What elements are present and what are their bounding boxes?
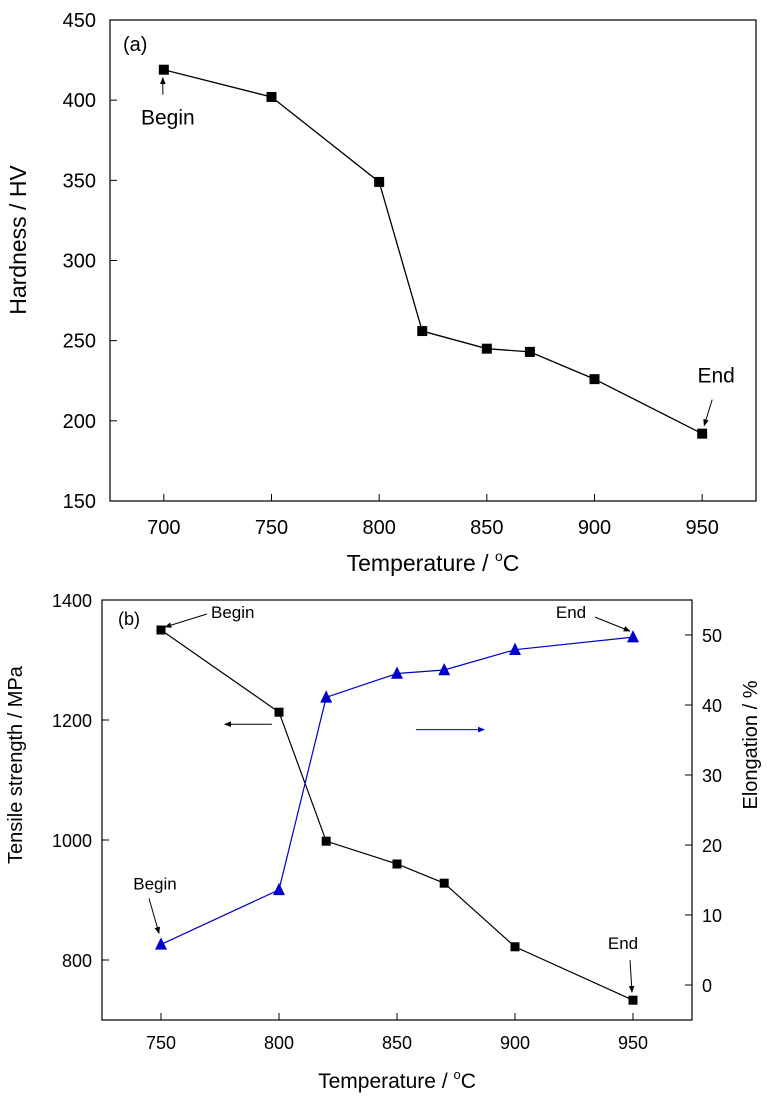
begin-label-elongation: Begin xyxy=(133,874,176,893)
x-tick-label-a: 750 xyxy=(255,517,288,539)
tensile-strength-point xyxy=(628,995,638,1005)
y-axis-label-a: Hardness / HV xyxy=(5,165,31,315)
elongation-point xyxy=(627,630,639,643)
hardness-point xyxy=(697,428,708,439)
x-tick-label-b: 750 xyxy=(146,1033,176,1053)
tensile-strength-point xyxy=(510,942,520,952)
x-tick-label-a: 900 xyxy=(578,517,611,539)
y-tick-label-left-b: 1200 xyxy=(52,711,92,731)
y-tick-label-a: 400 xyxy=(63,90,96,112)
end-arrow-tensile xyxy=(628,960,635,993)
y-tick-label-left-b: 1000 xyxy=(52,831,92,851)
hardness-point xyxy=(417,326,428,337)
hardness-series xyxy=(158,64,708,439)
tensile-strength-point xyxy=(439,878,449,888)
elongation-point xyxy=(320,690,333,703)
hardness-point xyxy=(481,343,492,354)
panel-label-a: (a) xyxy=(123,34,147,56)
hardness-point xyxy=(589,374,600,385)
y-tick-label-left-b: 800 xyxy=(62,951,92,971)
x-axis-label-b: Temperature / oC xyxy=(318,1067,476,1093)
hardness-line xyxy=(163,69,703,435)
y-tick-label-right-b: 0 xyxy=(702,976,712,996)
annotations-a: Begin End xyxy=(141,77,735,427)
begin-arrow-elongation xyxy=(148,898,160,935)
y-axis-label-left-b: Tensile strength / MPa xyxy=(5,665,27,864)
annotations-b: Begin End Begin End xyxy=(133,603,638,993)
tensile-strength-line xyxy=(160,629,634,1001)
y-tick-label-right-b: 20 xyxy=(702,836,722,856)
plot-frame-b xyxy=(101,599,693,1021)
tensile-elongation-series xyxy=(155,625,639,1005)
tensile-strength-point xyxy=(156,625,166,635)
x-tick-label-a: 700 xyxy=(147,517,180,539)
begin-label-tensile: Begin xyxy=(211,603,254,622)
end-label-elongation: End xyxy=(556,603,586,622)
y-tick-label-left-b: 1400 xyxy=(52,591,92,611)
hardness-panel: (a) 700 750 800 850 900 950 150 200 250 300 350 400… xyxy=(5,10,757,576)
hardness-point xyxy=(158,64,169,75)
x-tick-label-b: 900 xyxy=(500,1033,530,1053)
end-arrow-a xyxy=(703,399,713,427)
x-tick-label-b: 800 xyxy=(264,1033,294,1053)
hardness-point xyxy=(524,346,535,357)
tensile-strength-point xyxy=(392,859,402,869)
y-tick-label-a: 350 xyxy=(63,170,96,192)
y-tick-label-a: 150 xyxy=(63,491,96,513)
y-tick-label-right-b: 10 xyxy=(702,906,722,926)
end-label-a: End xyxy=(697,365,734,388)
tensile-elongation-panel: (b) 750 800 850 900 950 800 1000 1200 1400 0 10 20 3… xyxy=(5,591,762,1093)
begin-label-a: Begin xyxy=(141,107,195,130)
y-tick-label-a: 300 xyxy=(63,251,96,273)
x-tick-label-b: 850 xyxy=(382,1033,412,1053)
plot-frame-a xyxy=(109,19,757,502)
panel-label-b: (b) xyxy=(118,609,140,629)
y-tick-label-a: 450 xyxy=(63,10,96,32)
tensile-strength-point xyxy=(321,836,331,846)
elongation-point xyxy=(391,666,403,679)
y-tick-label-right-b: 50 xyxy=(702,626,722,646)
x-axis-label-a: Temperature / oC xyxy=(347,548,520,576)
x-tick-label-a: 850 xyxy=(470,517,503,539)
tensile-strength-point xyxy=(274,707,284,717)
y-tick-label-a: 250 xyxy=(63,331,96,353)
x-tick-label-a: 950 xyxy=(685,517,718,539)
elongation-point xyxy=(273,882,285,896)
elongation-point xyxy=(509,642,521,655)
y-axis-label-right-b: Elongation / % xyxy=(740,680,762,809)
axis-ticks-b: 750 800 850 900 950 800 1000 1200 1400 0 10 20 30 40 5… xyxy=(52,591,722,1053)
hardness-point xyxy=(266,91,277,102)
elongation-line xyxy=(160,636,634,945)
x-tick-label-a: 800 xyxy=(362,517,395,539)
y-tick-label-right-b: 40 xyxy=(702,696,722,716)
elongation-point xyxy=(438,662,451,676)
x-tick-label-b: 950 xyxy=(618,1033,648,1053)
elongation-point xyxy=(155,937,167,950)
begin-arrow-tensile xyxy=(164,613,208,628)
axis-ticks-a: 700 750 800 850 900 950 150 200 250 300 350 400 450 xyxy=(63,10,719,539)
end-label-tensile: End xyxy=(608,934,638,953)
end-arrow-elongation xyxy=(594,616,631,632)
y-tick-label-right-b: 30 xyxy=(702,766,722,786)
hardness-point xyxy=(374,176,385,187)
y-tick-label-a: 200 xyxy=(63,411,96,433)
